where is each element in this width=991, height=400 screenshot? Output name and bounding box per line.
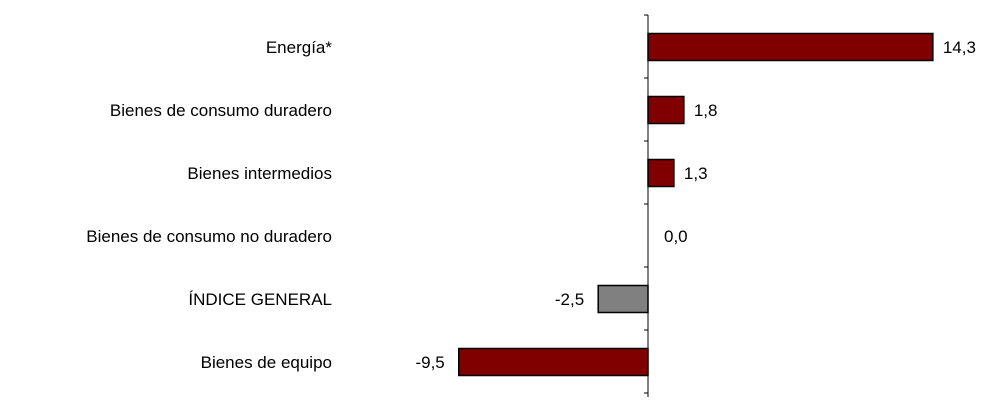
value-label: 14,3: [943, 38, 976, 57]
bar: [647, 32, 934, 62]
value-label: -9,5: [415, 353, 444, 372]
category-label: Bienes intermedios: [187, 164, 332, 183]
value-label: 1,3: [684, 164, 708, 183]
value-labels: 14,3 1,8 1,3 0,0 -2,5 -9,5: [415, 38, 975, 372]
value-label: 0,0: [664, 227, 688, 246]
category-label: Energía*: [266, 38, 333, 57]
bar: [647, 158, 675, 188]
bars-group: [458, 32, 934, 377]
category-label: Bienes de consumo duradero: [110, 101, 332, 120]
bar: [647, 95, 685, 125]
bar: [458, 347, 649, 377]
category-label: ÍNDICE GENERAL: [188, 290, 332, 309]
category-labels: Energía* Bienes de consumo duradero Bienes…: [86, 38, 332, 372]
category-label: Bienes de consumo no duradero: [86, 227, 332, 246]
value-label: 1,8: [694, 101, 718, 120]
axis-group: [644, 14, 649, 397]
category-label: Bienes de equipo: [201, 353, 332, 372]
value-label: -2,5: [555, 290, 584, 309]
bar: [597, 284, 649, 314]
